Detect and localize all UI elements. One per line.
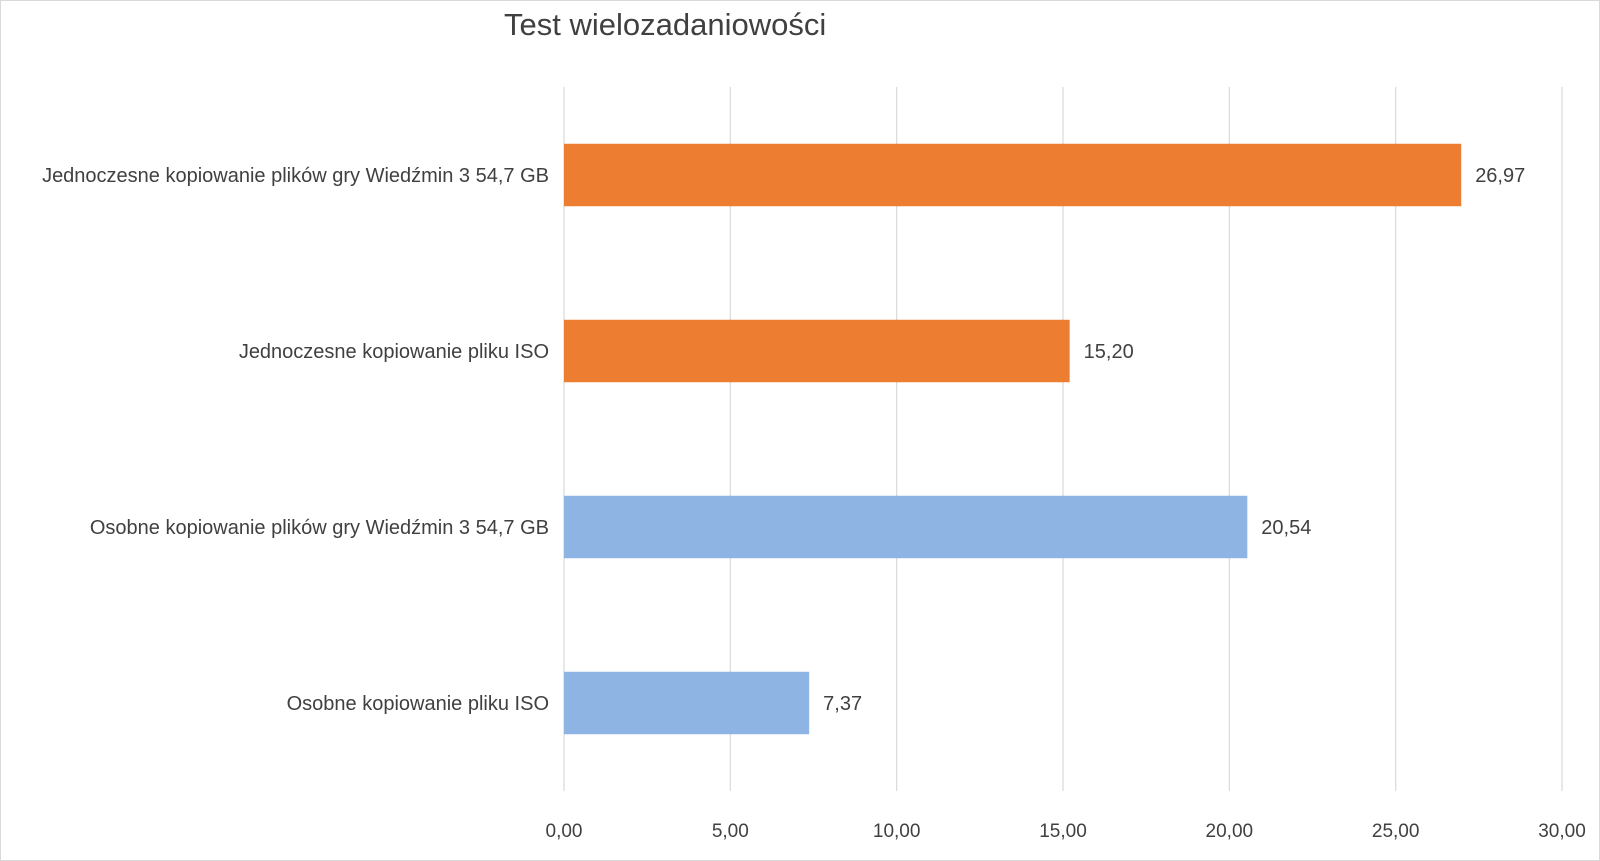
category-label: Jednoczesne kopiowanie pliku ISO	[239, 341, 549, 363]
x-tick-label: 15,00	[1039, 821, 1087, 842]
category-label: Jednoczesne kopiowanie plików gry Wiedźm…	[42, 165, 549, 187]
bar	[564, 495, 1248, 559]
bar	[564, 319, 1070, 383]
data-label: 7,37	[823, 693, 862, 715]
x-tick-label: 20,00	[1206, 821, 1254, 842]
data-label: 15,20	[1084, 341, 1134, 363]
x-tick-label: 0,00	[546, 821, 583, 842]
x-tick-label: 10,00	[873, 821, 921, 842]
data-label: 20,54	[1261, 517, 1311, 539]
category-label: Osobne kopiowanie pliku ISO	[287, 693, 549, 715]
chart-title: Test wielozadaniowości	[504, 7, 827, 42]
bar	[564, 671, 810, 735]
data-label: 26,97	[1475, 165, 1525, 187]
category-label: Osobne kopiowanie plików gry Wiedźmin 3 …	[90, 517, 549, 539]
x-tick-label: 25,00	[1372, 821, 1420, 842]
bar	[564, 143, 1462, 207]
x-tick-label: 30,00	[1538, 821, 1586, 842]
x-tick-label: 5,00	[712, 821, 749, 842]
